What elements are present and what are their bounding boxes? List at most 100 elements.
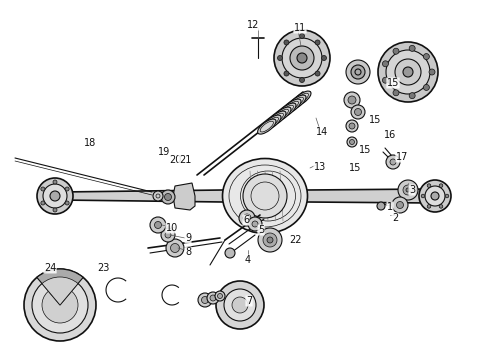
Ellipse shape	[275, 109, 289, 120]
Circle shape	[383, 61, 389, 67]
Circle shape	[225, 248, 235, 258]
Text: 19: 19	[158, 147, 170, 157]
Text: 2: 2	[392, 213, 398, 223]
Circle shape	[393, 90, 399, 96]
Circle shape	[258, 228, 282, 252]
Circle shape	[378, 42, 438, 102]
Text: 11: 11	[294, 23, 306, 33]
Wedge shape	[37, 269, 83, 305]
Ellipse shape	[278, 103, 296, 118]
Ellipse shape	[285, 101, 298, 112]
Text: 21: 21	[179, 155, 191, 165]
Ellipse shape	[263, 115, 281, 130]
Text: 5: 5	[258, 225, 264, 235]
Ellipse shape	[293, 91, 311, 106]
Circle shape	[344, 92, 360, 108]
Circle shape	[290, 46, 314, 70]
Circle shape	[216, 281, 264, 329]
Circle shape	[43, 184, 67, 208]
Circle shape	[165, 232, 171, 238]
Ellipse shape	[288, 95, 306, 110]
Circle shape	[351, 65, 365, 79]
Circle shape	[161, 228, 175, 242]
Circle shape	[218, 293, 222, 298]
Circle shape	[252, 221, 258, 227]
Circle shape	[347, 137, 357, 147]
Ellipse shape	[270, 113, 283, 124]
Circle shape	[32, 277, 88, 333]
Circle shape	[215, 291, 225, 301]
Circle shape	[396, 202, 403, 208]
Circle shape	[207, 292, 219, 304]
Circle shape	[315, 40, 320, 45]
Circle shape	[383, 77, 389, 83]
Circle shape	[53, 180, 57, 184]
Circle shape	[409, 45, 415, 51]
Circle shape	[165, 194, 172, 201]
Circle shape	[171, 243, 179, 252]
Circle shape	[282, 38, 322, 78]
Circle shape	[445, 194, 449, 198]
Text: 7: 7	[246, 296, 252, 306]
Ellipse shape	[222, 158, 308, 234]
Circle shape	[348, 96, 356, 104]
Circle shape	[299, 33, 304, 39]
Circle shape	[390, 159, 396, 165]
Text: 23: 23	[97, 263, 109, 273]
Circle shape	[153, 191, 163, 201]
Ellipse shape	[260, 121, 273, 132]
Circle shape	[425, 186, 445, 206]
Circle shape	[403, 67, 413, 77]
Circle shape	[41, 201, 45, 205]
Circle shape	[154, 221, 162, 229]
Text: 1: 1	[387, 202, 393, 212]
Polygon shape	[60, 190, 223, 202]
Circle shape	[284, 40, 289, 45]
Circle shape	[392, 197, 408, 213]
Text: 12: 12	[247, 20, 259, 30]
Polygon shape	[307, 189, 432, 203]
Text: 15: 15	[369, 115, 381, 125]
Circle shape	[41, 187, 45, 191]
Circle shape	[198, 293, 212, 307]
Circle shape	[243, 174, 287, 218]
Circle shape	[24, 269, 96, 341]
Text: 9: 9	[185, 233, 191, 243]
Text: 15: 15	[387, 78, 399, 88]
Circle shape	[224, 289, 256, 321]
Circle shape	[321, 55, 326, 60]
Text: 10: 10	[166, 223, 178, 233]
Circle shape	[393, 48, 399, 54]
Circle shape	[377, 202, 385, 210]
Ellipse shape	[265, 117, 278, 128]
Circle shape	[201, 297, 209, 303]
Text: 17: 17	[396, 152, 408, 162]
Ellipse shape	[283, 99, 301, 114]
Text: 8: 8	[185, 247, 191, 257]
Circle shape	[423, 54, 429, 59]
Text: 6: 6	[243, 215, 249, 225]
Circle shape	[263, 233, 277, 247]
Circle shape	[267, 237, 273, 243]
Circle shape	[431, 192, 439, 200]
Circle shape	[161, 190, 175, 204]
Circle shape	[351, 105, 365, 119]
Circle shape	[299, 77, 304, 82]
Circle shape	[406, 188, 410, 192]
Circle shape	[248, 217, 262, 231]
Circle shape	[439, 204, 443, 208]
Circle shape	[409, 93, 415, 99]
Circle shape	[354, 108, 362, 116]
Ellipse shape	[280, 105, 294, 116]
Text: 15: 15	[349, 163, 361, 173]
Text: 3: 3	[409, 185, 415, 195]
Circle shape	[395, 59, 421, 85]
Text: 4: 4	[245, 255, 251, 265]
Circle shape	[232, 297, 248, 313]
Circle shape	[297, 53, 307, 63]
Circle shape	[419, 180, 451, 212]
Ellipse shape	[272, 107, 291, 122]
Circle shape	[50, 191, 60, 201]
Circle shape	[349, 140, 354, 144]
Circle shape	[53, 208, 57, 212]
